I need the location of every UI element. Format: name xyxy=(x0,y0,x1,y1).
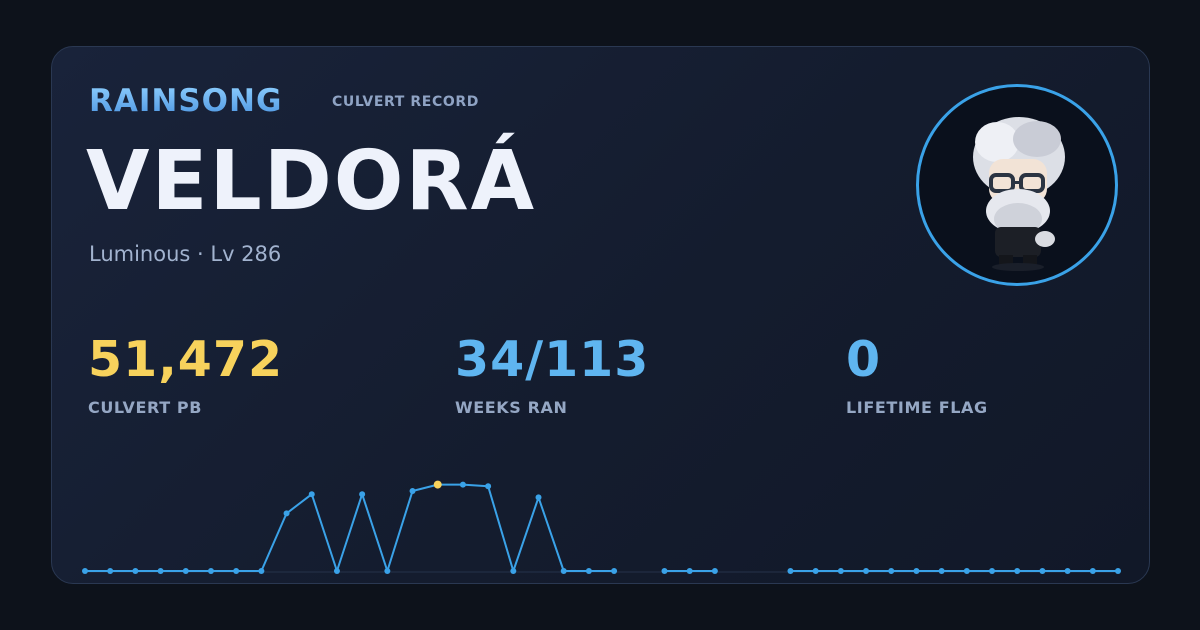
chart-point xyxy=(611,568,618,574)
series-line xyxy=(85,483,615,572)
chart-point xyxy=(812,568,819,574)
chart-point xyxy=(510,568,517,574)
stat-lifetime-flag: 0 LIFETIME FLAG xyxy=(846,335,988,417)
character-name: VELDORÁ xyxy=(86,134,537,229)
score-history-chart xyxy=(82,480,1121,574)
chart-point xyxy=(1064,568,1071,574)
record-subtitle: CULVERT RECORD xyxy=(332,94,479,110)
stat-weeks-ran: 34/113 WEEKS RAN xyxy=(455,335,649,417)
chart-point xyxy=(938,568,945,574)
chart-point xyxy=(913,568,920,574)
chart-point xyxy=(535,494,542,501)
chart-point xyxy=(308,491,315,498)
chart-point xyxy=(485,483,492,490)
chart-point xyxy=(207,568,214,574)
chart-point xyxy=(560,568,567,574)
chart-point xyxy=(1089,568,1096,574)
chart-point xyxy=(1014,568,1021,574)
chart-point xyxy=(333,568,340,574)
chart-point xyxy=(157,568,164,574)
chart-point xyxy=(711,568,718,574)
record-card: RAINSONG CULVERT RECORD VELDORÁ Luminous… xyxy=(51,46,1150,584)
stat-value: 0 xyxy=(846,331,882,388)
chart-point xyxy=(1115,568,1121,574)
chart-point xyxy=(686,568,693,574)
chart-point xyxy=(132,568,139,574)
chart-point xyxy=(409,488,416,494)
chart-point xyxy=(233,568,240,574)
chart-point xyxy=(107,568,114,574)
stat-label: CULVERT PB xyxy=(88,398,203,417)
chart-point xyxy=(888,568,895,574)
stat-label: LIFETIME FLAG xyxy=(846,398,988,417)
chart-point xyxy=(963,568,970,574)
stat-label: WEEKS RAN xyxy=(455,398,568,417)
chart-point xyxy=(182,568,189,574)
stat-value: 34/113 xyxy=(455,331,650,388)
chart-point xyxy=(1039,568,1046,574)
chart-point xyxy=(82,568,88,574)
chart-point-best xyxy=(433,480,442,489)
chart-point xyxy=(585,568,592,574)
stat-culvert-pb: 51,472 CULVERT PB xyxy=(88,335,283,417)
character-sprite-icon xyxy=(973,117,1065,271)
stat-value: 51,472 xyxy=(88,331,284,388)
chart-point xyxy=(384,568,391,574)
chart-point xyxy=(863,568,870,574)
chart-point xyxy=(989,568,996,574)
chart-point xyxy=(359,491,366,498)
brand-logo: RAINSONG xyxy=(89,83,283,119)
class-level: Luminous · Lv 286 xyxy=(89,242,282,266)
chart-point xyxy=(283,510,290,517)
chart-point xyxy=(787,568,794,574)
chart-point xyxy=(661,568,668,574)
chart-point xyxy=(837,568,844,574)
avatar xyxy=(916,84,1118,286)
chart-point xyxy=(258,568,265,574)
chart-point xyxy=(459,481,466,488)
